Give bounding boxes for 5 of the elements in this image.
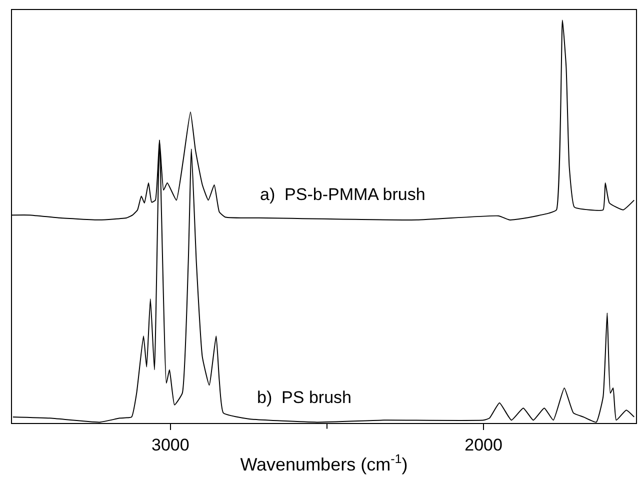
series-label: b) PS brush <box>257 388 352 407</box>
x-tick-label: 2000 <box>464 435 502 454</box>
series-label: a) PS-b-PMMA brush <box>260 185 426 204</box>
x-axis-title: Wavenumbers (cm$^{-1}$) <box>240 452 408 474</box>
x-tick-label: 3000 <box>152 435 190 454</box>
